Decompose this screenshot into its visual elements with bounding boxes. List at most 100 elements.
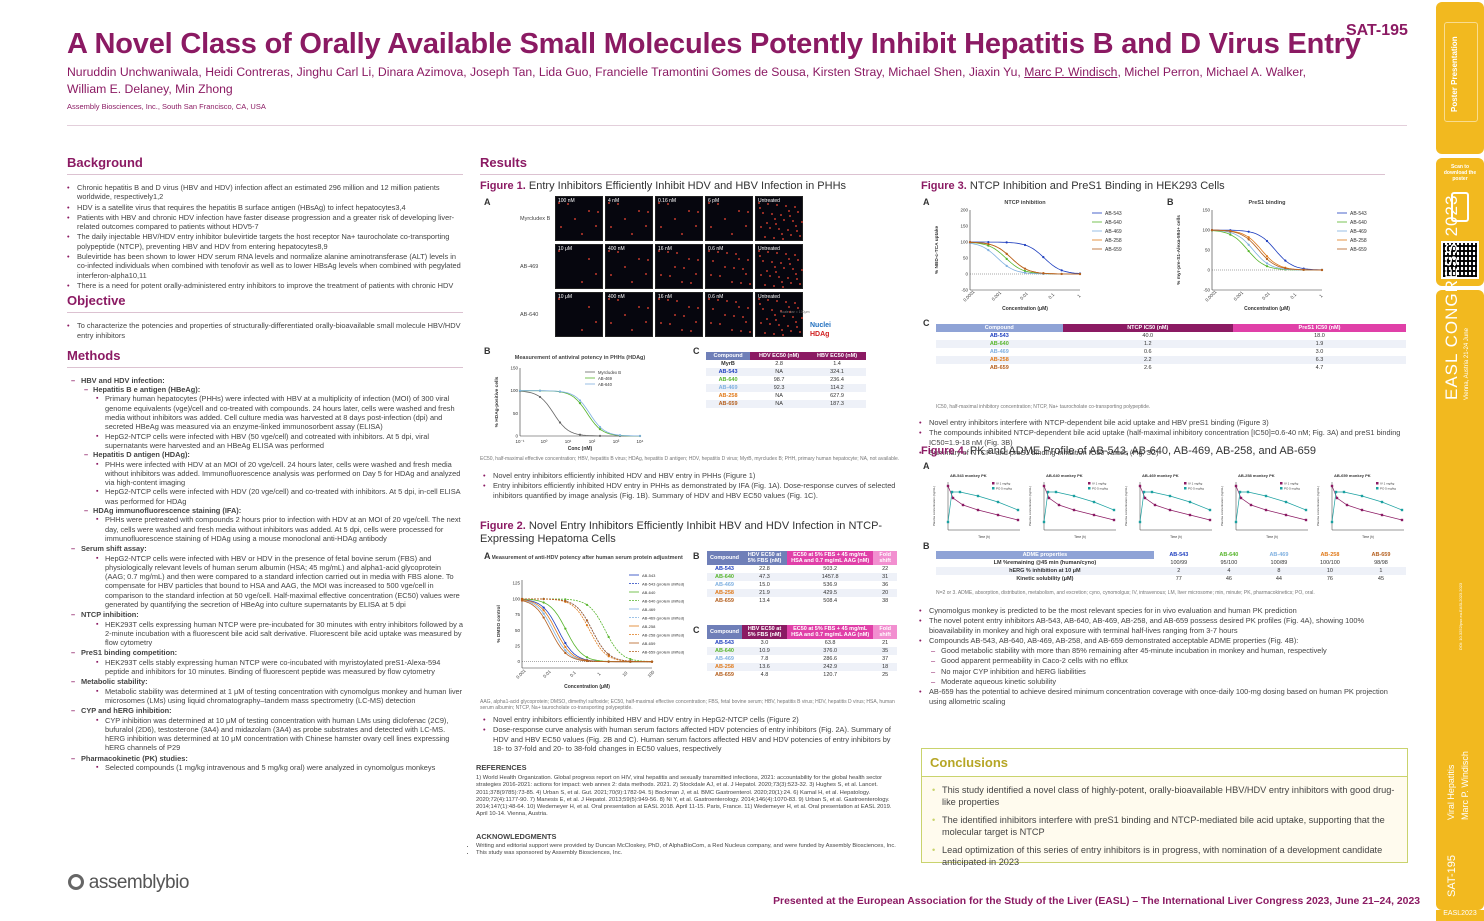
legend-label: IV 1 mg/kg (1284, 482, 1299, 486)
ifa-signal-dot (781, 329, 783, 331)
figure1-bullets: Novel entry inhibitors efficiently inhib… (483, 471, 900, 501)
ifa-concentration-label: Untreated (758, 294, 780, 300)
background-list: Chronic hepatitis B and D virus (HBV and… (67, 183, 463, 291)
figure2-caption: Novel Entry Inhibitors Efficiently Inhib… (480, 520, 883, 545)
table-cell: 13.4 (759, 598, 770, 604)
ifa-signal-dot (774, 266, 776, 268)
figure1-title: Figure 1. Entry Inhibitors Efficiently I… (480, 180, 846, 192)
header-divider (67, 125, 1407, 126)
y-axis-label: Plasma concentration (ng/mL) (1124, 486, 1128, 526)
ifa-signal-dot (799, 331, 801, 333)
x-tick-label: 0.001 (991, 290, 1003, 302)
ifa-concentration-label: 10 μM (558, 294, 572, 300)
ifa-signal-dot (775, 223, 777, 225)
data-point (538, 389, 542, 392)
ifa-signal-dot (783, 219, 785, 221)
data-point (578, 399, 582, 402)
table-header-cell: AB-543 (1153, 551, 1204, 559)
x-tick-label: 10⁰ (541, 439, 548, 444)
pk-series-line (1139, 485, 1211, 521)
figure4-bullets: Cynomolgus monkey is predicted to be the… (919, 606, 1406, 707)
ifa-signal-dot (776, 204, 778, 206)
pk-series-line (1331, 491, 1403, 523)
ifa-signal-dot (597, 211, 599, 213)
ifa-concentration-label: 4 nM (608, 198, 620, 204)
table-cell: 2.6 (1143, 365, 1152, 371)
panel-label: A (484, 551, 491, 561)
legend-swatch (1088, 487, 1091, 490)
y-tick-label: 0 (517, 659, 520, 664)
ifa-signal-dot (595, 321, 597, 323)
y-tick-label: 50 (515, 628, 521, 633)
ifa-signal-dot (595, 273, 597, 275)
pk-data-point (1092, 500, 1096, 504)
legend-label: AB-659 (1105, 247, 1122, 253)
table-cell: 35 (882, 648, 889, 654)
methods-line: HepG2-NTCP cells were infected with HDV … (67, 487, 463, 506)
table-cell: 4.8 (760, 672, 769, 678)
ifa-signal-dot (788, 258, 790, 260)
y-tick-label: 50 (1205, 248, 1211, 253)
figure3-bullet: The compounds inhibited NTCP-dependent b… (919, 428, 1406, 447)
table-cell: AB-469 (718, 385, 738, 391)
pk-data-point (1168, 508, 1172, 512)
table-cell: 20 (882, 590, 889, 596)
table-cell: 10 (1326, 568, 1333, 574)
ifa-signal-dot (738, 210, 740, 212)
pk-data-point (1264, 508, 1268, 512)
x-tick-label: 0.1 (1047, 292, 1055, 300)
ifa-image: 400 nM (605, 292, 653, 337)
data-point (1042, 256, 1045, 259)
panel-label: C (693, 625, 700, 635)
table-header-cell: AB-469 (1253, 551, 1304, 559)
figure1-bullet: Novel entry inhibitors efficiently inhib… (483, 471, 900, 481)
ifa-signal-dot (683, 267, 685, 269)
objective-heading: Objective (67, 293, 126, 309)
ifa-signal-dot (719, 323, 721, 325)
pk-data-point (1330, 484, 1334, 488)
data-point (1005, 252, 1008, 255)
pk-data-point (1112, 518, 1116, 522)
legend-swatch (1376, 487, 1379, 490)
chart-title: Measurement of antiviral potency in PHHs… (515, 355, 646, 361)
ifa-signal-dot (762, 212, 764, 214)
ifa-signal-dot (624, 266, 626, 268)
table-cell: NA (775, 369, 783, 375)
qr-code-icon[interactable] (1441, 241, 1479, 279)
legend-swatch (1088, 482, 1091, 485)
ifa-signal-dot (710, 274, 712, 276)
ifa-signal-dot (697, 307, 699, 309)
ifa-signal-dot (588, 258, 590, 260)
ifa-signal-dot (681, 329, 683, 331)
ifa-signal-dot (667, 299, 669, 301)
data-point (1005, 241, 1008, 244)
sidebar-year: EASL2023 (1436, 910, 1484, 921)
legend-label: AB-258 (1105, 238, 1122, 244)
ifa-signal-dot (771, 213, 773, 215)
data-point (578, 433, 582, 436)
pk-data-point (1304, 518, 1308, 522)
ifa-signal-dot (794, 302, 796, 304)
legend-swatch (1376, 482, 1379, 485)
data-point (1023, 267, 1027, 270)
ifa-signal-dot (617, 203, 619, 205)
nuclei-legend: Nuclei (810, 322, 832, 329)
table-cell: 120.7 (823, 672, 838, 678)
legend-label: AB-659 (protein shifted) (642, 649, 685, 654)
table-row: AB-640 47.3 1457.8 31 (707, 573, 897, 581)
methods-line: HepG2-NTCP cells were infected with HBV … (67, 554, 463, 610)
results-heading-wrap: Results (480, 155, 1385, 175)
table-cell: LM %remaining @45 min (human/cyno) (993, 560, 1097, 566)
ifa-signal-dot (796, 278, 798, 280)
company-logo: assemblybio (68, 872, 189, 894)
table-cell: 3.0 (1315, 349, 1324, 355)
ifa-signal-dot (782, 238, 784, 240)
table-cell: 1457.8 (821, 574, 839, 580)
table-cell: 286.6 (823, 656, 838, 662)
pk-data-point (1264, 494, 1268, 498)
sidebar-download[interactable]: Scan to download the poster (1436, 158, 1484, 286)
table-cell: AB-258 (718, 393, 738, 399)
ifa-signal-dot (758, 250, 760, 252)
pk-data-point (1188, 513, 1192, 517)
figure2-bullet: Novel entry inhibitors efficiently inhib… (483, 715, 900, 725)
